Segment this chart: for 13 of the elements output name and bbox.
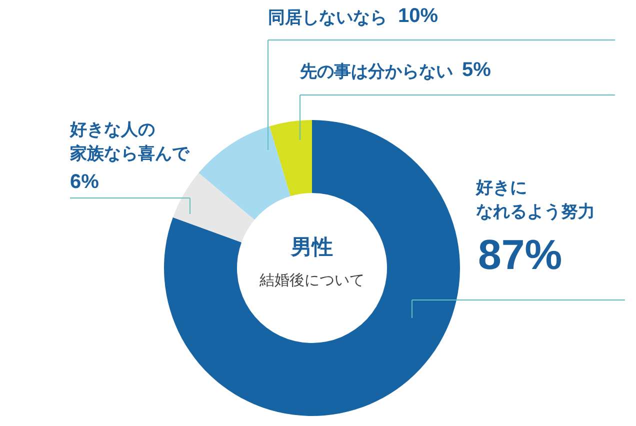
text: 男性 <box>290 236 333 259</box>
data-label: 10% <box>398 5 438 27</box>
donut-slice <box>172 172 255 242</box>
data-label: 87% <box>478 231 562 278</box>
donut-slice <box>198 126 290 220</box>
data-label: 5% <box>462 59 492 81</box>
text: 結婚後について <box>258 272 364 289</box>
data-label: 6% <box>70 171 100 193</box>
slice-label: 好きになれるよう努力 <box>475 178 595 221</box>
slice-label: 同居しないなら <box>268 8 387 27</box>
slice-label: 好きな人の家族なら喜んで <box>69 120 190 163</box>
slice-label: 先の事は分からない <box>299 62 453 81</box>
donut-slice <box>270 120 312 196</box>
